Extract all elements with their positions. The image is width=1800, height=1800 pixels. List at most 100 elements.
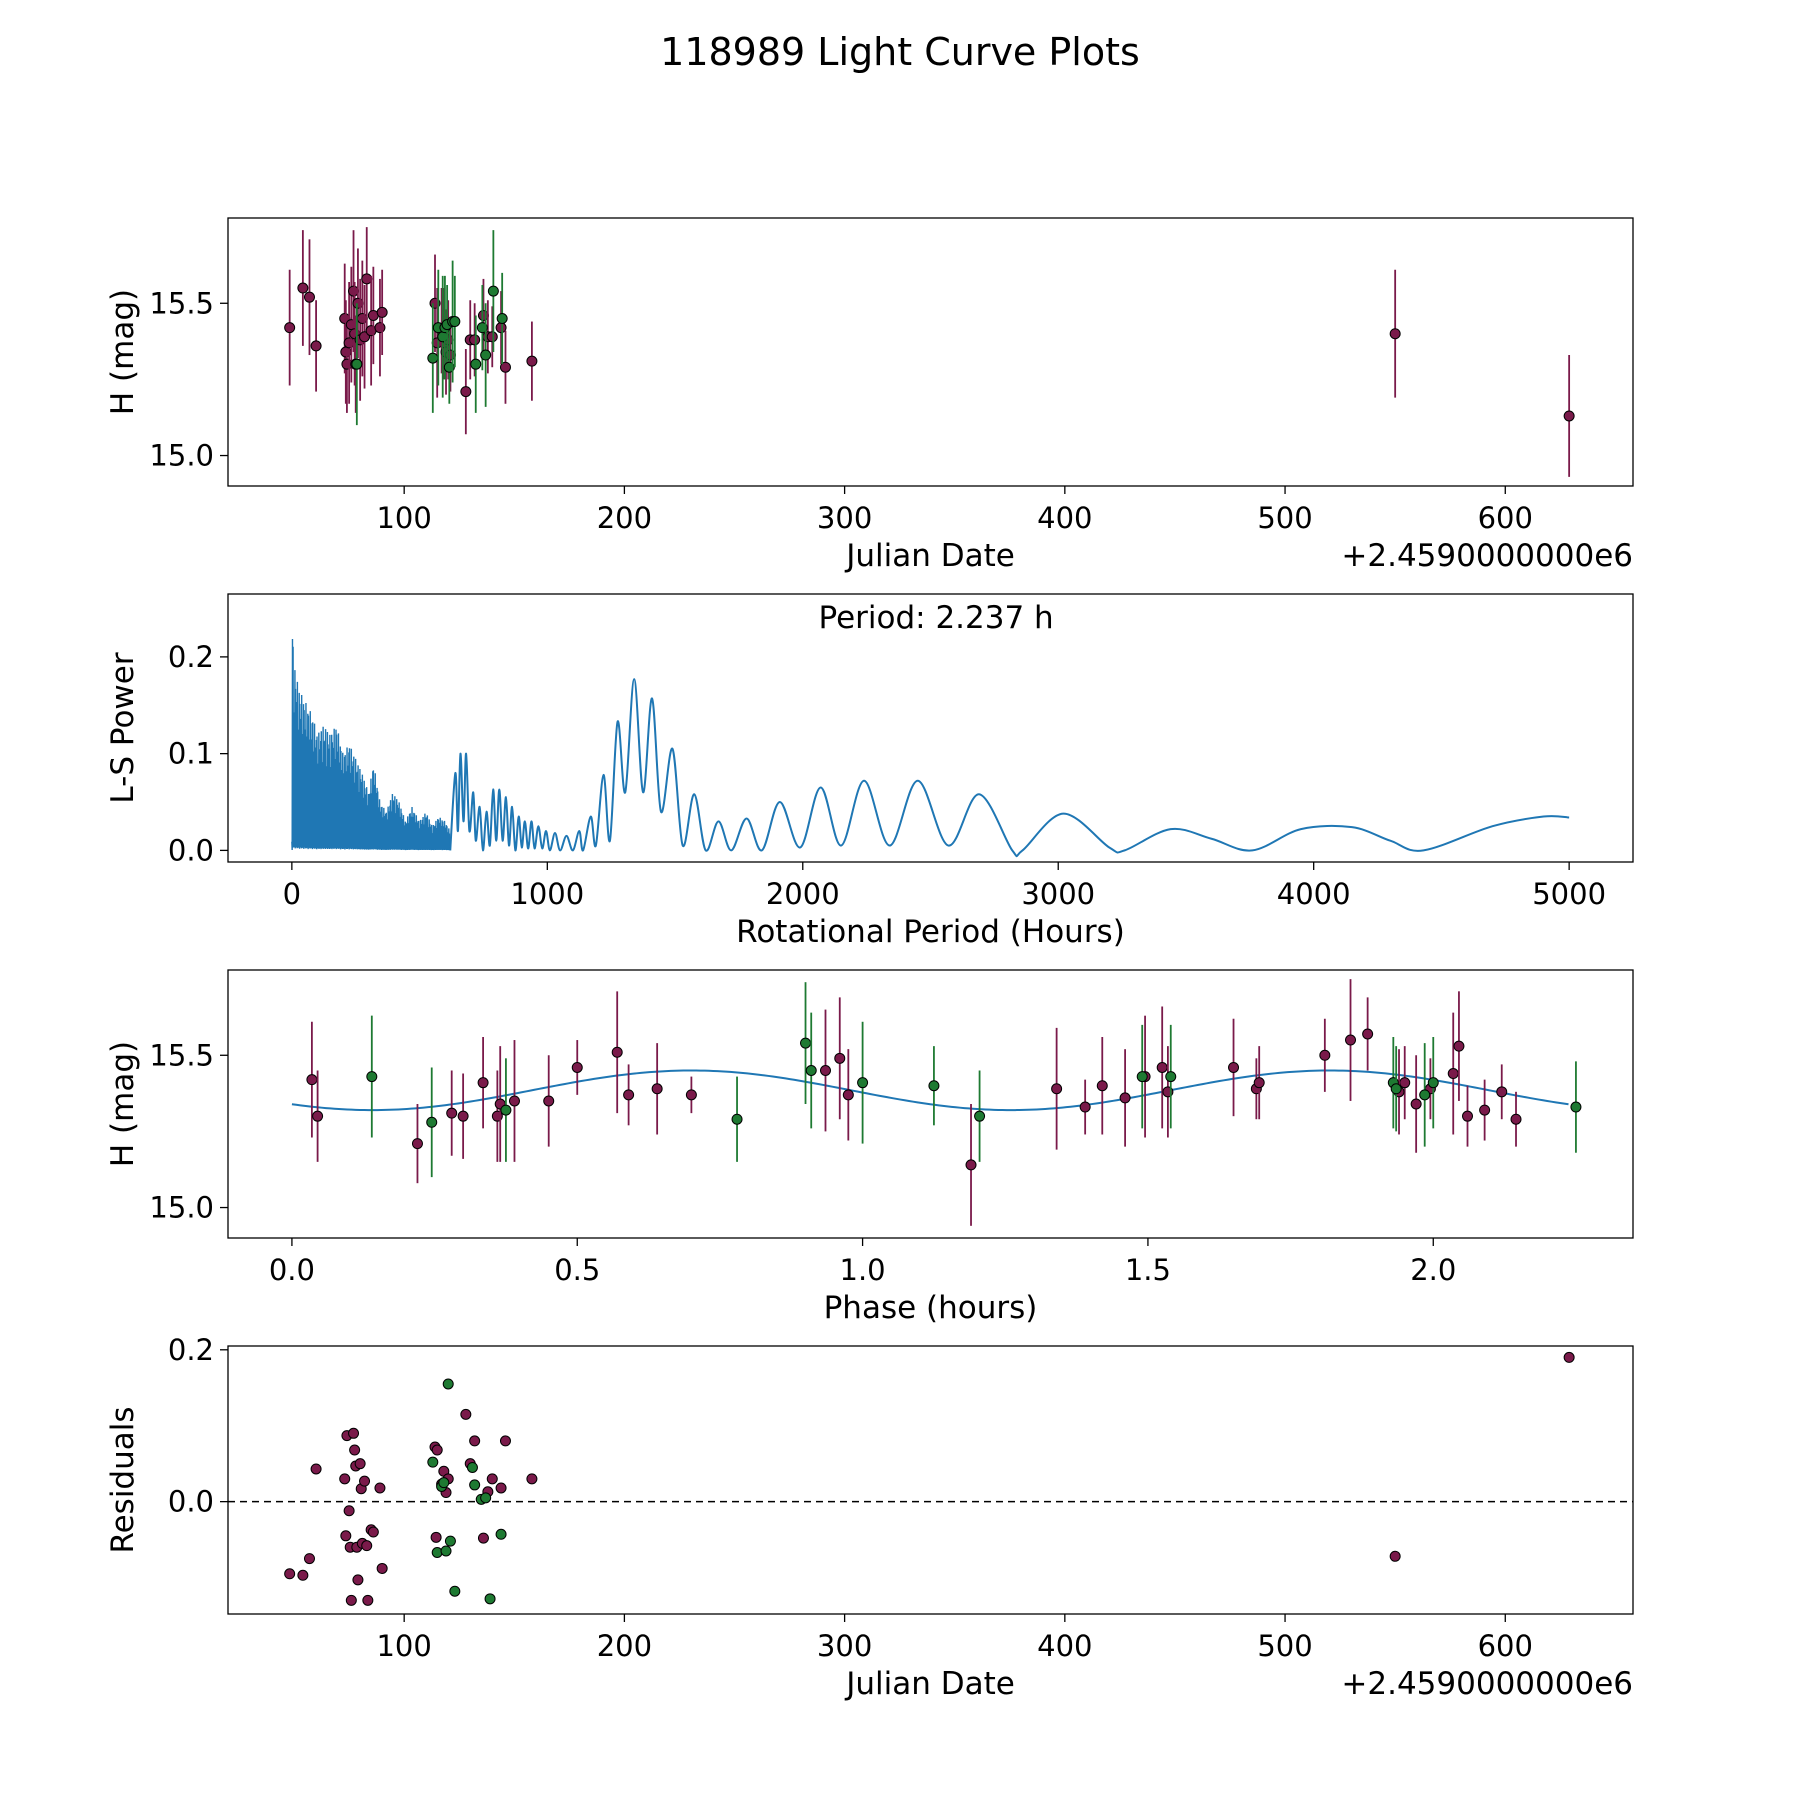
data-point xyxy=(348,285,360,297)
data-point xyxy=(349,1444,361,1456)
x-tick-label: 0.5 xyxy=(554,1253,600,1287)
data-point xyxy=(437,331,449,343)
data-point xyxy=(842,1089,854,1101)
x-tick-label: 200 xyxy=(597,1629,652,1663)
data-point xyxy=(1510,1113,1522,1125)
data-point xyxy=(446,1107,458,1119)
data-point xyxy=(359,1475,371,1487)
data-point xyxy=(427,1456,439,1468)
x-tick-label: 200 xyxy=(597,501,652,535)
y-tick-label: 15.0 xyxy=(149,1191,214,1225)
data-point xyxy=(1051,1083,1063,1095)
data-point xyxy=(339,1473,351,1485)
data-point xyxy=(352,1574,364,1586)
y-axis-label: H (mag) xyxy=(105,289,141,415)
data-point xyxy=(623,1089,635,1101)
data-point xyxy=(460,386,472,398)
data-point xyxy=(1165,1071,1177,1083)
residuals-frame xyxy=(227,1345,1634,1615)
data-point xyxy=(343,1505,355,1517)
data-point xyxy=(1390,1083,1402,1095)
y-tick-label: 0.2 xyxy=(168,1333,214,1367)
y-tick-label: 0.0 xyxy=(168,1485,214,1519)
data-point xyxy=(303,291,315,303)
data-point xyxy=(685,1089,697,1101)
data-point xyxy=(1479,1104,1491,1116)
data-point xyxy=(487,285,499,297)
x-tick-label: 400 xyxy=(1037,1629,1092,1663)
data-point xyxy=(484,1593,496,1605)
lightcurve-series-ztf_r xyxy=(284,227,1575,477)
data-point xyxy=(543,1095,555,1107)
lightcurve-panel: 100 200 300 400 500 600 15.0 15.5 Julian Date H (… xyxy=(105,217,1634,574)
data-point xyxy=(376,1562,388,1574)
x-tick-label: 1.5 xyxy=(1125,1253,1171,1287)
data-point xyxy=(457,1110,469,1122)
x-tick-label: 500 xyxy=(1257,501,1312,535)
x-axis-label: Phase (hours) xyxy=(824,1290,1038,1326)
data-point xyxy=(834,1052,846,1064)
data-point xyxy=(312,1110,324,1122)
x-tick-label: 600 xyxy=(1478,1629,1533,1663)
data-point xyxy=(1096,1080,1108,1092)
phased-series-ztf_r xyxy=(306,979,1522,1226)
data-point xyxy=(499,361,511,373)
periodogram-panel: 0 1000 2000 3000 4000 5000 0.0 0.1 0.2 Rotational… xyxy=(105,593,1634,950)
data-point xyxy=(310,340,322,352)
data-point xyxy=(480,349,492,361)
data-point xyxy=(495,1528,507,1540)
data-point xyxy=(965,1159,977,1171)
data-point xyxy=(1253,1077,1265,1089)
phased-frame xyxy=(227,969,1634,1239)
y-tick-label: 0.1 xyxy=(168,737,214,771)
residuals-series-ztf_g xyxy=(427,1378,507,1605)
data-point xyxy=(366,1071,378,1083)
data-point xyxy=(611,1046,623,1058)
x-axis-label: Julian Date xyxy=(844,1666,1015,1702)
data-point xyxy=(431,1444,443,1456)
data-point xyxy=(1570,1101,1582,1113)
phased-panel: 0.0 0.5 1.0 1.5 2.0 15.0 15.5 Phase (hours) H (m… xyxy=(105,969,1634,1326)
data-point xyxy=(651,1083,663,1095)
x-tick-label: 100 xyxy=(376,1629,431,1663)
data-point xyxy=(284,322,296,334)
x-tick-label: 400 xyxy=(1037,501,1092,535)
data-point xyxy=(495,1482,507,1494)
x-tick-label: 300 xyxy=(817,501,872,535)
data-point xyxy=(1319,1049,1331,1061)
phased-marks xyxy=(306,979,1582,1226)
data-point xyxy=(438,1477,450,1489)
periodogram-frame xyxy=(227,593,1634,863)
data-point xyxy=(297,1569,309,1581)
data-point xyxy=(1563,1351,1575,1363)
residuals-series-ztf_r xyxy=(284,1351,1575,1606)
data-point xyxy=(480,1492,492,1504)
data-point xyxy=(354,1458,366,1470)
y-tick-label: 0.0 xyxy=(168,833,214,867)
y-axis-label: Residuals xyxy=(105,1406,141,1553)
data-point xyxy=(1119,1092,1131,1104)
data-point xyxy=(444,1535,456,1547)
periodogram-dense-line xyxy=(291,639,451,851)
data-point xyxy=(362,1594,374,1606)
x-axis-label: Rotational Period (Hours) xyxy=(736,914,1125,950)
data-point xyxy=(411,1138,423,1150)
y-tick-label: 15.5 xyxy=(149,1038,214,1072)
data-point xyxy=(345,1594,357,1606)
data-point xyxy=(361,273,373,285)
data-point xyxy=(857,1077,869,1089)
data-point xyxy=(974,1110,986,1122)
data-point xyxy=(374,322,386,334)
data-point xyxy=(508,1095,520,1107)
data-point xyxy=(1427,1077,1439,1089)
x-tick-label: 0 xyxy=(283,877,301,911)
data-point xyxy=(1156,1061,1168,1073)
data-point xyxy=(351,358,363,370)
data-point xyxy=(340,1530,352,1542)
data-point xyxy=(477,1532,489,1544)
lightcurve-marks xyxy=(284,227,1575,477)
x-tick-label: 100 xyxy=(376,501,431,535)
data-point xyxy=(526,1473,538,1485)
data-point xyxy=(1362,1028,1374,1040)
